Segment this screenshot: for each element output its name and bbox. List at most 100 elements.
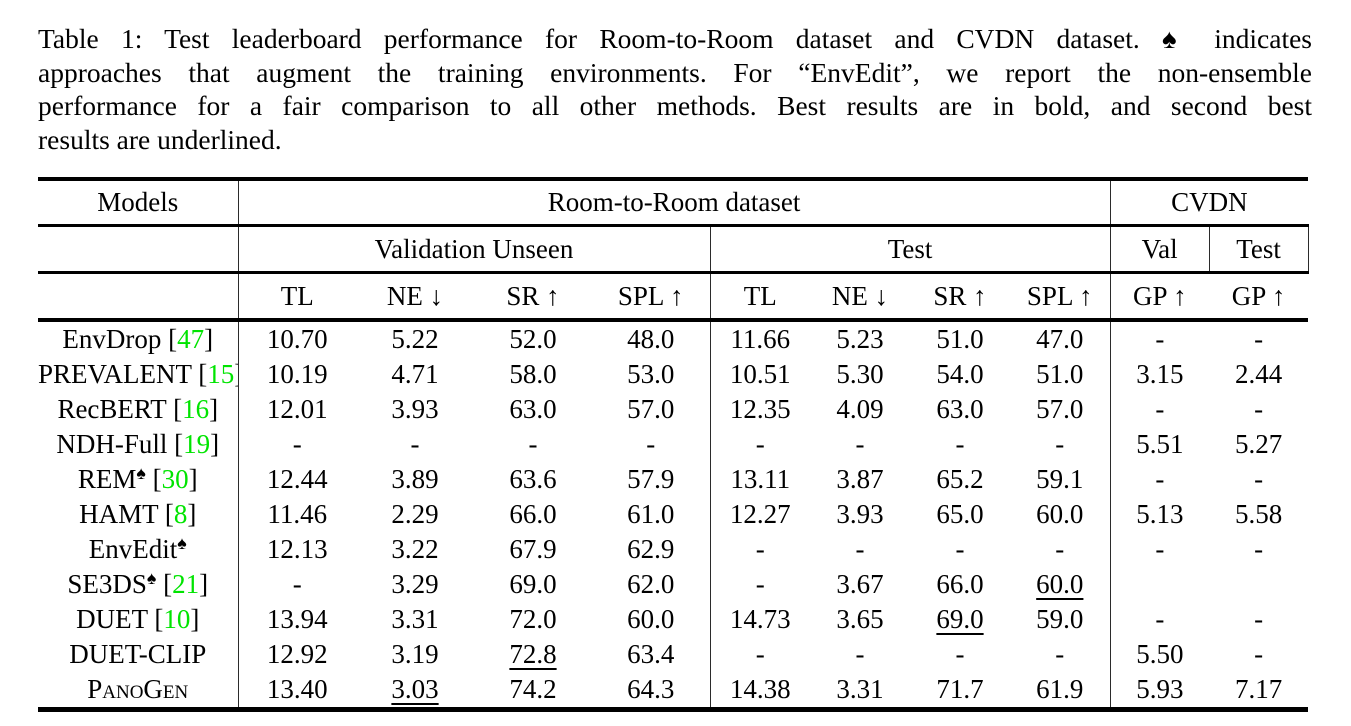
model-cell: EnvDrop [47] <box>38 320 239 357</box>
value-cell: - <box>1254 394 1264 424</box>
value-cell: 47.0 <box>1010 320 1111 357</box>
header-test: Test <box>710 225 1111 274</box>
citation-link[interactable]: 19 <box>183 429 211 459</box>
value-cell: 5.27 <box>1234 429 1283 459</box>
value-cell: - <box>1155 394 1165 424</box>
metric-header-tl-val: TL <box>238 272 356 322</box>
value-cell: 3.29 <box>391 569 439 599</box>
value-cell: - <box>1010 637 1111 672</box>
metric-header-gp-test: GP ↑ <box>1209 272 1309 322</box>
value-cell: 61.0 <box>592 497 711 532</box>
value-cell: - <box>855 534 865 564</box>
model-cell: REM♠ [30] <box>38 462 239 497</box>
table-row: DUET-CLIP 12.92 3.19 72.8 63.4- - - -5.50- <box>38 637 1308 672</box>
table-row: DUET [10] 13.94 3.31 72.0 60.0 14.73 3.65 69.0 5… <box>38 602 1308 637</box>
value-cell: 3.31 <box>391 604 439 634</box>
value-cell: 64.3 <box>592 672 711 710</box>
citation-link[interactable]: 21 <box>172 569 200 599</box>
value-cell: 13.40 <box>266 674 328 704</box>
citation-link[interactable]: 30 <box>161 464 189 494</box>
model-name: PREVALENT <box>38 359 192 389</box>
value-cell: 66.0 <box>509 499 557 529</box>
table-row: REM♠ [30] 12.44 3.89 63.6 57.9 13.11 3.87 65.2 5… <box>38 462 1308 497</box>
value-cell: 12.13 <box>266 534 328 564</box>
metric-header-ne-test: NE ↓ <box>810 272 910 322</box>
citation-link[interactable]: 16 <box>182 394 210 424</box>
value-cell: - <box>410 429 420 459</box>
citation-link[interactable]: 10 <box>163 604 191 634</box>
value-cell: 3.19 <box>391 639 439 669</box>
value-cell: - <box>855 429 865 459</box>
value-cell: 59.0 <box>1010 602 1111 637</box>
spade-icon: ♠ <box>146 567 157 588</box>
value-cell: 14.73 <box>729 604 791 634</box>
table-row: PanoGen 13.40 3.03 74.2 64.3 14.38 3.31 71.7 61.… <box>38 672 1308 710</box>
model-name: EnvDrop <box>62 324 162 354</box>
model-cell: PREVALENT [15] <box>38 357 239 392</box>
value-cell: 5.93 <box>1136 674 1184 704</box>
metric-header-spl-val: SPL ↑ <box>592 272 711 322</box>
model-cell: DUET [10] <box>38 602 239 637</box>
spade-icon: ♠ <box>136 462 146 483</box>
header-models-spacer <box>38 225 239 274</box>
table-row: EnvDrop [47] 10.70 5.22 52.0 48.0 11.66 5.23 51… <box>38 320 1308 357</box>
value-cell: 57.9 <box>592 462 711 497</box>
model-name: DUET-CLIP <box>69 639 207 669</box>
value-cell: 57.0 <box>592 392 711 427</box>
citation-link[interactable]: 15 <box>207 359 235 389</box>
model-cell: DUET-CLIP <box>38 637 239 672</box>
value-cell: 65.2 <box>936 464 984 494</box>
metric-header-tl-test: TL <box>710 272 810 322</box>
value-cell: 10.51 <box>729 359 791 389</box>
value-cell: 14.38 <box>729 674 791 704</box>
table-row: NDH-Full [19] - - - - - - - -5.51 5.27 <box>38 427 1308 462</box>
value-cell: 60.0 <box>1010 497 1111 532</box>
value-cell: - <box>855 639 865 669</box>
citation-link[interactable]: 8 <box>173 499 188 529</box>
table-caption: Table 1: Test leaderboard performance fo… <box>38 22 1312 156</box>
metric-header-sr-test: SR ↑ <box>910 272 1010 322</box>
value-cell: 3.87 <box>836 464 884 494</box>
value-cell: 5.30 <box>836 359 884 389</box>
value-cell: 63.0 <box>509 394 557 424</box>
value-cell <box>1209 567 1308 602</box>
value-cell: - <box>955 534 965 564</box>
value-cell: 58.0 <box>509 359 557 389</box>
value-cell: 72.8 <box>509 639 557 669</box>
header-cvdn: CVDN <box>1110 179 1309 227</box>
value-cell: 7.17 <box>1234 674 1283 704</box>
value-cell: - <box>592 427 711 462</box>
value-cell: 3.15 <box>1136 359 1184 389</box>
value-cell: 71.7 <box>936 674 984 704</box>
value-cell: - <box>1254 324 1264 354</box>
citation-link[interactable]: 47 <box>177 324 205 354</box>
value-cell: 52.0 <box>509 324 557 354</box>
model-name: SE3DS <box>67 569 147 599</box>
value-cell: 65.0 <box>936 499 984 529</box>
value-cell: 66.0 <box>936 569 984 599</box>
value-cell: 59.1 <box>1010 462 1111 497</box>
value-cell: - <box>1010 427 1111 462</box>
model-name: REM <box>77 464 137 494</box>
value-cell: 5.50 <box>1136 639 1184 669</box>
value-cell: - <box>292 569 302 599</box>
value-cell: - <box>1155 464 1165 494</box>
value-cell: 5.23 <box>836 324 884 354</box>
value-cell: 72.0 <box>509 604 557 634</box>
value-cell: 10.19 <box>266 359 328 389</box>
metric-header-sr-val: SR ↑ <box>474 272 592 322</box>
value-cell: 5.58 <box>1234 499 1283 529</box>
header-metric-spacer <box>38 272 239 322</box>
value-cell: - <box>1155 534 1165 564</box>
value-cell: 62.9 <box>592 532 711 567</box>
value-cell: - <box>1155 604 1165 634</box>
value-cell: 74.2 <box>509 674 557 704</box>
table-row: EnvEdit♠ 12.13 3.22 67.9 62.9 - - - - - - <box>38 532 1308 567</box>
model-cell: RecBERT [16] <box>38 392 239 427</box>
value-cell: 57.0 <box>1010 392 1111 427</box>
value-cell: 12.44 <box>266 464 328 494</box>
value-cell: 5.13 <box>1136 499 1184 529</box>
value-cell: 69.0 <box>509 569 557 599</box>
value-cell: 2.44 <box>1234 359 1283 389</box>
value-cell: 4.09 <box>836 394 884 424</box>
